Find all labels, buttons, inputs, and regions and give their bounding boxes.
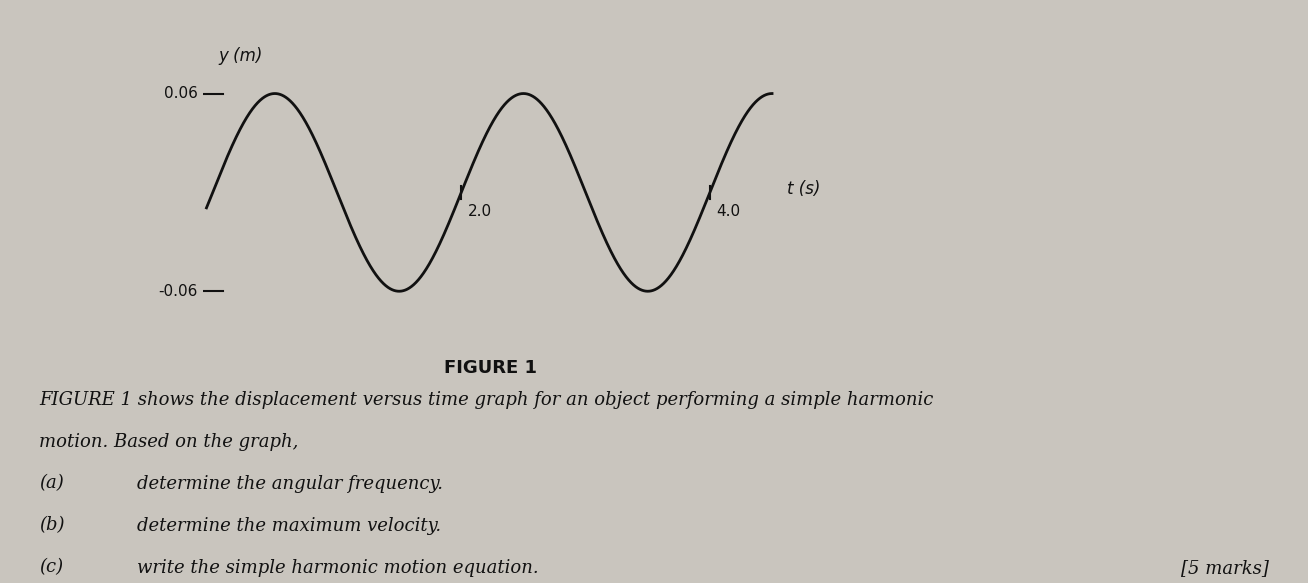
Text: 2.0: 2.0 — [467, 204, 492, 219]
Text: FIGURE 1 shows the displacement versus time graph for an object performing a sim: FIGURE 1 shows the displacement versus t… — [39, 391, 934, 409]
Text: t (s): t (s) — [787, 180, 820, 198]
Text: write the simple harmonic motion equation.: write the simple harmonic motion equatio… — [137, 559, 539, 577]
Text: determine the maximum velocity.: determine the maximum velocity. — [137, 517, 442, 535]
Text: (c): (c) — [39, 559, 63, 577]
Text: motion. Based on the graph,: motion. Based on the graph, — [39, 433, 298, 451]
Text: y (m): y (m) — [218, 47, 263, 65]
Text: FIGURE 1: FIGURE 1 — [443, 359, 538, 377]
Text: -0.06: -0.06 — [158, 284, 198, 298]
Text: (b): (b) — [39, 517, 64, 535]
Text: [5 marks]: [5 marks] — [1181, 559, 1269, 577]
Text: (a): (a) — [39, 475, 64, 493]
Text: 4.0: 4.0 — [715, 204, 740, 219]
Text: determine the angular frequency.: determine the angular frequency. — [137, 475, 443, 493]
Text: 0.06: 0.06 — [164, 86, 198, 101]
